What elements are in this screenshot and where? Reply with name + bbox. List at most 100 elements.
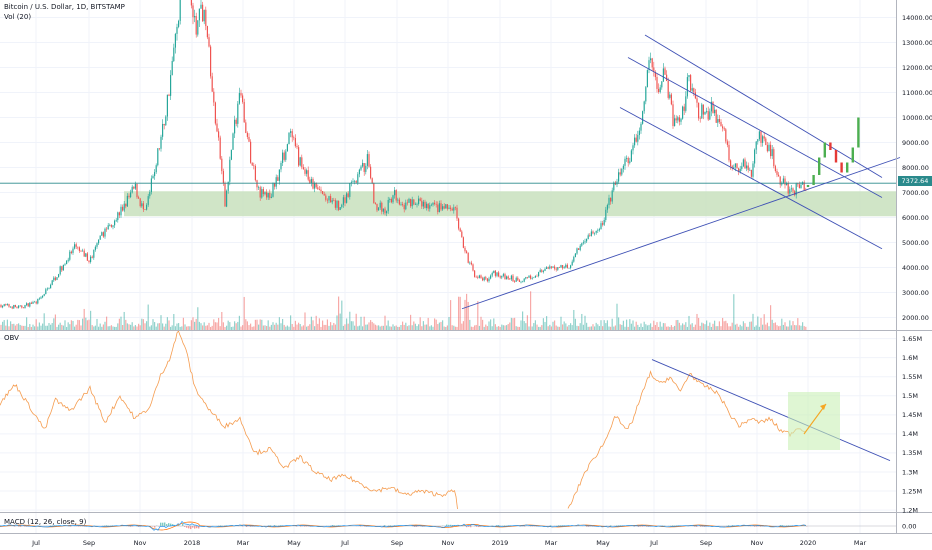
- volume-bar: [525, 323, 527, 330]
- volume-bar: [371, 321, 373, 330]
- candle-body: [416, 203, 418, 205]
- candle-body: [792, 188, 794, 192]
- price-tick-label: 11000.00: [902, 89, 932, 97]
- candle-body: [222, 171, 224, 184]
- candle-body: [78, 247, 80, 251]
- obv-legend[interactable]: OBV: [4, 334, 19, 342]
- candle-body: [256, 180, 258, 188]
- candle-body: [0, 305, 2, 308]
- macd-histogram-bar: [762, 526, 764, 527]
- candle-body: [322, 191, 324, 194]
- candle-body: [349, 183, 351, 197]
- volume-bar: [766, 322, 768, 330]
- volume-bar: [485, 324, 487, 330]
- projection-candle: [840, 162, 843, 173]
- candle-body: [290, 131, 292, 133]
- macd-histogram-bar: [704, 526, 706, 527]
- candle-body: [790, 188, 792, 190]
- volume-bar: [520, 320, 522, 330]
- volume-bar: [714, 320, 716, 330]
- candle-body: [368, 154, 370, 167]
- candle-body: [432, 202, 434, 205]
- candle-body: [768, 144, 770, 152]
- volume-bar: [677, 319, 679, 330]
- macd-histogram-bar: [634, 526, 636, 527]
- candle-body: [781, 183, 783, 185]
- volume-bar: [326, 319, 328, 330]
- candle-body: [443, 206, 445, 209]
- candle-body: [568, 267, 570, 269]
- candle-body: [261, 189, 263, 198]
- volume-bar: [128, 324, 130, 330]
- candle-body: [603, 220, 605, 225]
- volume-legend[interactable]: Vol (20): [4, 13, 32, 21]
- volume-bar: [538, 326, 540, 330]
- volume-bar: [742, 321, 744, 330]
- volume-bar: [797, 318, 799, 330]
- volume-bar: [54, 314, 56, 330]
- macd-histogram-bar: [530, 526, 532, 527]
- volume-bar: [357, 326, 359, 330]
- candle-body: [406, 202, 408, 204]
- macd-histogram-bar: [550, 525, 552, 526]
- volume-bar: [69, 324, 71, 330]
- candle-body: [138, 197, 140, 199]
- macd-histogram-bar: [450, 524, 452, 526]
- price-candles[interactable]: [0, 0, 807, 310]
- volume-bar: [805, 326, 807, 330]
- candle-body: [206, 26, 208, 38]
- volume-bar: [771, 319, 773, 330]
- candle-body: [445, 204, 447, 209]
- candle-body: [576, 248, 578, 254]
- candle-body: [515, 277, 517, 282]
- volume-bar: [306, 326, 308, 330]
- symbol-legend[interactable]: Bitcoin / U.S. Dollar, 1D, BITSTAMP: [4, 3, 125, 11]
- volume-bar: [216, 322, 218, 330]
- candle-body: [318, 189, 320, 190]
- candle-body: [253, 165, 255, 167]
- macd-histogram-bar: [532, 526, 534, 527]
- macd-histogram-bar: [104, 525, 106, 526]
- candle-body: [722, 126, 724, 129]
- volume-bar: [726, 323, 728, 330]
- candle-body: [230, 149, 232, 160]
- volume-bar: [410, 314, 412, 330]
- candle-body: [739, 168, 741, 172]
- obv-line[interactable]: [0, 330, 891, 510]
- candle-body: [195, 16, 197, 35]
- volume-bar: [469, 319, 471, 330]
- volume-bar: [138, 323, 140, 330]
- candle-body: [662, 68, 664, 82]
- candle-body: [674, 118, 676, 127]
- candle-body: [254, 166, 256, 181]
- volume-bar: [141, 318, 143, 330]
- volume-bar: [712, 323, 714, 330]
- volume-bar: [658, 326, 660, 330]
- candle-body: [670, 94, 672, 105]
- volume-bar: [373, 323, 375, 330]
- candle-body: [102, 232, 104, 237]
- macd-legend[interactable]: MACD (12, 26, close, 9): [4, 518, 87, 526]
- volume-bar: [733, 294, 735, 330]
- volume-bar: [477, 301, 479, 330]
- macd-histogram-bar: [394, 525, 396, 526]
- candle-body: [723, 128, 725, 130]
- candle-body: [21, 305, 23, 308]
- candle-body: [134, 183, 136, 189]
- trendlines[interactable]: [0, 34, 901, 310]
- volume-bar: [42, 323, 44, 330]
- volume-bar: [38, 322, 40, 330]
- candle-body: [11, 306, 13, 309]
- candle-body: [597, 230, 599, 231]
- candle-body: [554, 266, 556, 269]
- volume-bar: [323, 324, 325, 330]
- price-tick-label: 8000.00: [902, 164, 929, 172]
- volume-bar: [45, 325, 47, 330]
- candle-body: [6, 304, 8, 305]
- obv-tick-label: 1.45M: [902, 411, 922, 419]
- volume-bar: [784, 322, 786, 330]
- volume-bar: [706, 320, 708, 330]
- volume-bar: [168, 320, 170, 330]
- volume-bar: [466, 293, 468, 330]
